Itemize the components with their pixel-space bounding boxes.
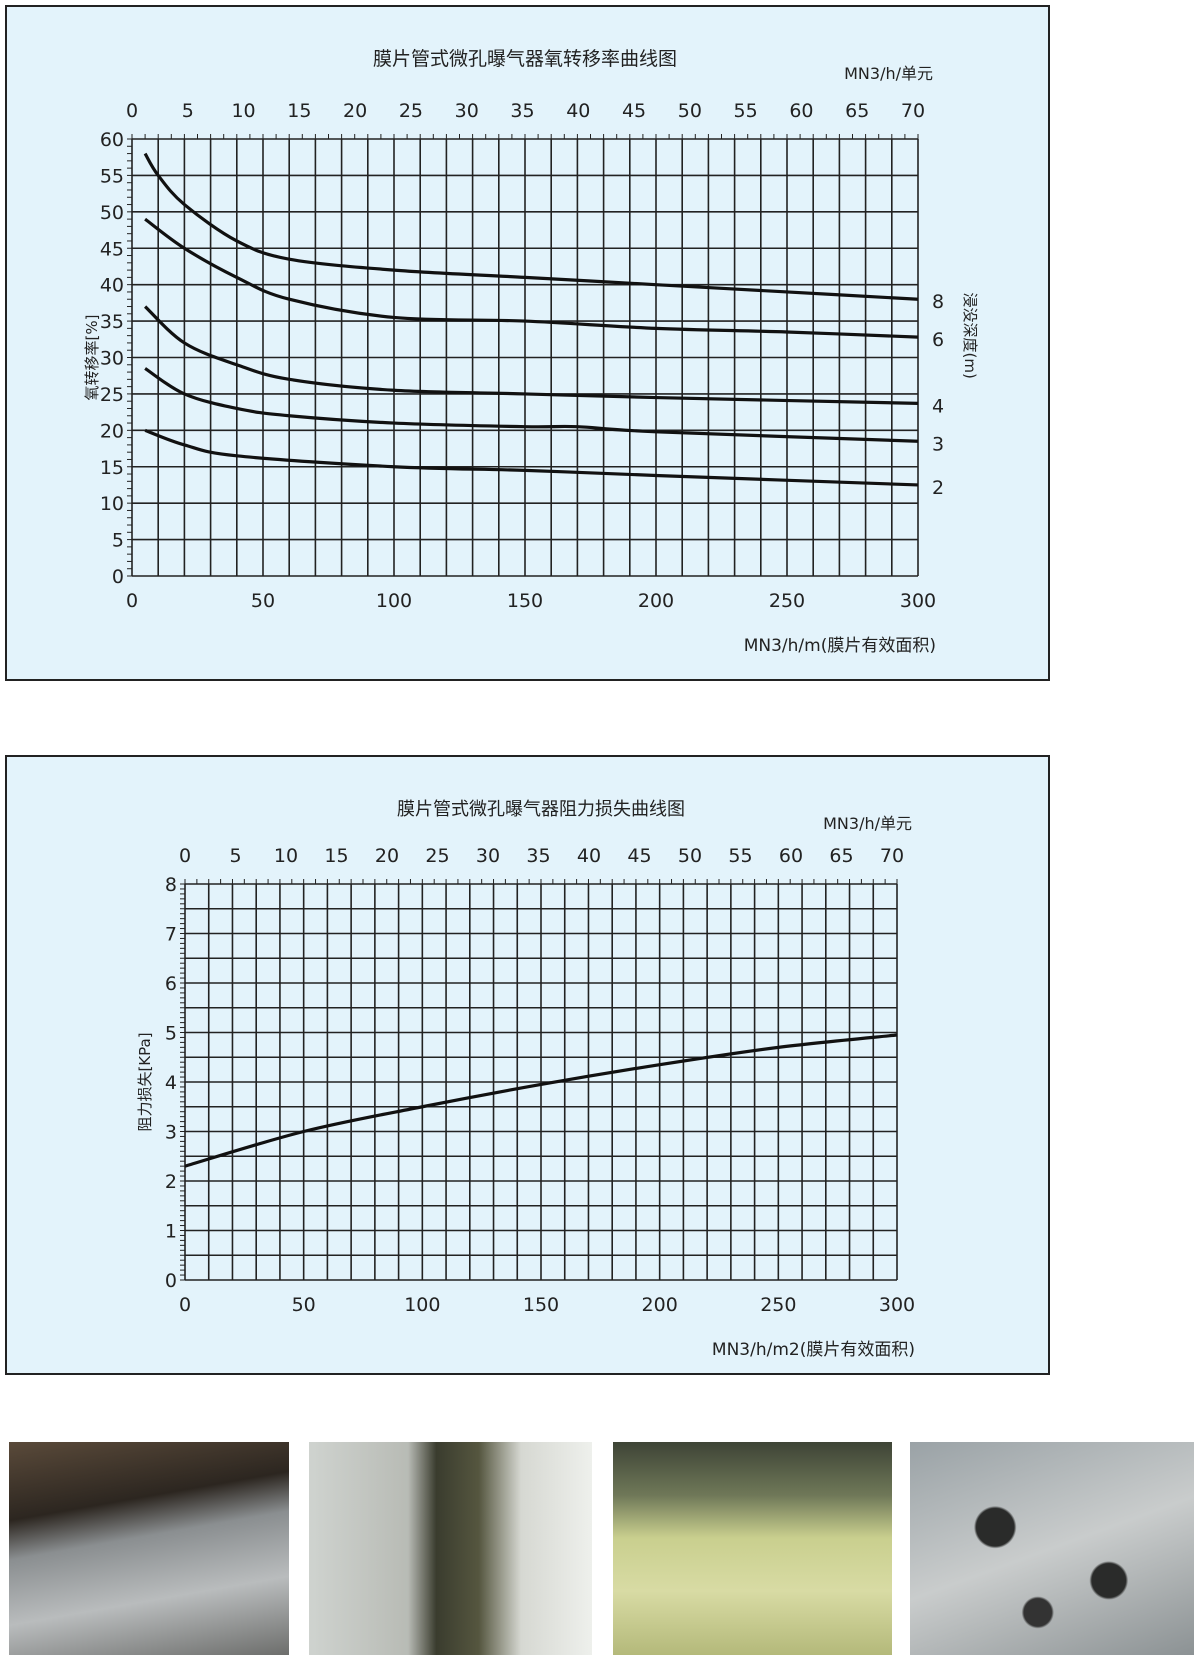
photo-aeration-tank-surface	[910, 1442, 1194, 1655]
x2-tick-label: 35	[510, 100, 534, 122]
x-tick-label: 200	[642, 1294, 678, 1316]
x2-tick-label: 30	[455, 100, 479, 122]
x2-tick-label: 45	[622, 100, 646, 122]
x2-tick-label: 40	[566, 100, 590, 122]
y-tick-label: 8	[165, 874, 177, 896]
y-tick-label: 2	[165, 1171, 177, 1193]
y-tick-label: 15	[100, 457, 124, 479]
x-tick-label: 250	[760, 1294, 796, 1316]
x2-tick-label: 5	[229, 845, 241, 867]
y-tick-label: 6	[165, 973, 177, 995]
x-tick-label: 50	[292, 1294, 316, 1316]
y-axis-label: 氧转移率[%]	[83, 315, 101, 401]
y-tick-label: 7	[165, 924, 177, 946]
y-tick-label: 1	[165, 1221, 177, 1243]
photo-aeration-tank-empty	[9, 1442, 289, 1655]
x2-tick-label: 65	[845, 100, 869, 122]
chart1-title: 膜片管式微孔曝气器氧转移率曲线图	[373, 48, 677, 70]
series-label: 6	[932, 329, 944, 351]
y-tick-label: 25	[100, 384, 124, 406]
x2-tick-label: 15	[324, 845, 348, 867]
y-axis-label: 阻力损失[KPa]	[136, 1032, 154, 1131]
x2-tick-label: 10	[231, 100, 255, 122]
chart1-frame	[5, 5, 1050, 681]
x-tick-label: 0	[126, 590, 138, 612]
x2-tick-label: 20	[375, 845, 399, 867]
x2-tick-label: 5	[182, 100, 194, 122]
x2-tick-label: 0	[126, 100, 138, 122]
photo-aeration-channel	[309, 1442, 592, 1655]
y-tick-label: 30	[100, 348, 124, 370]
x2-tick-label: 20	[343, 100, 367, 122]
series-label: 2	[932, 477, 944, 499]
x2-tick-label: 25	[425, 845, 449, 867]
y-tick-label: 60	[100, 129, 124, 151]
x-tick-label: 150	[523, 1294, 559, 1316]
x2-tick-label: 40	[577, 845, 601, 867]
y-tick-label: 5	[165, 1023, 177, 1045]
chart2-frame	[5, 755, 1050, 1375]
x2-tick-label: 60	[779, 845, 803, 867]
y-tick-label: 35	[100, 311, 124, 333]
x2-tick-label: 30	[476, 845, 500, 867]
x2-axis-label: MN3/h/单元	[823, 814, 912, 833]
series-line-4	[143, 305, 919, 405]
x-tick-label: 300	[900, 590, 936, 612]
series-line-2	[144, 428, 919, 487]
series-line-8	[143, 152, 919, 301]
x-tick-label: 250	[769, 590, 805, 612]
series-label: 3	[932, 433, 944, 455]
y-tick-label: 3	[165, 1122, 177, 1144]
x2-tick-label: 45	[627, 845, 651, 867]
y-tick-label: 50	[100, 202, 124, 224]
x-tick-label: 100	[376, 590, 412, 612]
y-tick-label: 0	[112, 566, 124, 588]
x-tick-label: 100	[404, 1294, 440, 1316]
x2-tick-label: 50	[678, 845, 702, 867]
y-tick-label: 45	[100, 238, 124, 260]
y-tick-label: 0	[165, 1270, 177, 1292]
x-tick-label: 50	[251, 590, 275, 612]
x-tick-label: 0	[179, 1294, 191, 1316]
x2-tick-label: 55	[728, 845, 752, 867]
series-line-6	[144, 217, 919, 339]
x-tick-label: 300	[879, 1294, 915, 1316]
chart2-title: 膜片管式微孔曝气器阻力损失曲线图	[397, 799, 685, 820]
y-tick-label: 10	[100, 493, 124, 515]
x2-tick-label: 25	[399, 100, 423, 122]
x2-tick-label: 65	[829, 845, 853, 867]
photo-aeration-tank-bubbling	[613, 1442, 892, 1655]
x-tick-label: 150	[507, 590, 543, 612]
x-axis-label: MN3/h/m(膜片有效面积)	[744, 636, 936, 656]
x2-tick-label: 10	[274, 845, 298, 867]
y-tick-label: 40	[100, 275, 124, 297]
series-line-3	[144, 367, 919, 443]
y-tick-label: 55	[100, 165, 124, 187]
x2-tick-label: 15	[287, 100, 311, 122]
x2-tick-label: 50	[678, 100, 702, 122]
y-tick-label: 5	[112, 530, 124, 552]
x-axis-label: MN3/h/m2(膜片有效面积)	[712, 1340, 915, 1360]
x2-tick-label: 35	[526, 845, 550, 867]
right-axis-label: 浸没深度(m)	[961, 292, 979, 378]
series-label: 4	[932, 395, 944, 417]
x2-tick-label: 60	[789, 100, 813, 122]
x2-axis-label: MN3/h/单元	[844, 64, 933, 83]
series-label: 8	[932, 291, 944, 313]
x-tick-label: 200	[638, 590, 674, 612]
x2-tick-label: 70	[880, 845, 904, 867]
x2-tick-label: 70	[901, 100, 925, 122]
y-tick-label: 20	[100, 420, 124, 442]
series-line-resistance	[184, 1033, 898, 1168]
y-tick-label: 4	[165, 1072, 177, 1094]
x2-tick-label: 0	[179, 845, 191, 867]
x2-tick-label: 55	[734, 100, 758, 122]
